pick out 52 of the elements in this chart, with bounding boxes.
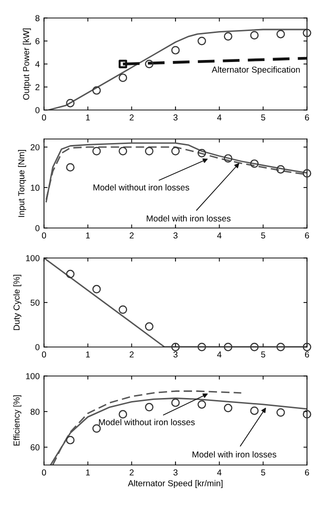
x-tick-label: 3 xyxy=(173,114,178,120)
y-axis-title: Output Power [kW] xyxy=(22,28,31,100)
x-tick-label: 5 xyxy=(261,351,266,358)
x-tick-label: 4 xyxy=(217,232,222,238)
x-tick-label: 3 xyxy=(173,351,178,358)
y-tick-label: 0 xyxy=(35,344,40,350)
y-tick-label: 2 xyxy=(35,84,40,90)
x-tick-label: 4 xyxy=(217,469,222,476)
x-tick-label: 2 xyxy=(130,114,134,120)
x-tick-label: 4 xyxy=(217,114,222,120)
y-tick-label: 50 xyxy=(30,300,40,306)
y-tick-label: 0 xyxy=(35,107,40,114)
annotation: Model without iron losses xyxy=(99,418,195,426)
y-tick-label: 20 xyxy=(30,144,40,150)
x-tick-label: 6 xyxy=(305,351,310,358)
x-tick-label: 6 xyxy=(305,232,310,238)
annotation: Alternator Specification xyxy=(212,66,300,74)
x-tick-label: 6 xyxy=(305,469,310,476)
x-tick-label: 3 xyxy=(173,469,178,476)
x-tick-label: 1 xyxy=(86,469,90,476)
x-tick-label: 2 xyxy=(130,469,134,476)
x-tick-label: 4 xyxy=(217,351,222,358)
x-tick-label: 5 xyxy=(261,114,266,120)
x-tick-label: 3 xyxy=(173,232,178,238)
x-tick-label: 2 xyxy=(130,351,134,358)
y-tick-label: 4 xyxy=(35,61,40,68)
annotation: Model without iron losses xyxy=(93,184,190,190)
x-tick-label: 0 xyxy=(42,351,46,358)
annotation: Model with iron losses xyxy=(192,451,276,458)
y-axis-title: Input Torque [Nm] xyxy=(18,150,26,217)
y-tick-label: 60 xyxy=(30,444,40,450)
y-axis-title: Efficiency [%] xyxy=(13,395,22,446)
y-tick-label: 6 xyxy=(35,38,40,44)
y-axis-title: Duty Cycle [%] xyxy=(13,274,22,330)
x-tick-label: 1 xyxy=(86,232,90,238)
y-tick-label: 80 xyxy=(30,408,40,415)
annotation: Model with iron losses xyxy=(146,215,231,222)
x-tick-label: 2 xyxy=(130,232,134,238)
y-tick-label: 100 xyxy=(26,255,40,262)
x-tick-label: 5 xyxy=(261,469,266,476)
y-tick-label: 0 xyxy=(35,225,40,232)
x-tick-label: 0 xyxy=(42,114,46,120)
x-tick-label: 5 xyxy=(261,232,266,238)
x-tick-label: 0 xyxy=(42,232,46,238)
y-tick-label: 100 xyxy=(26,373,40,380)
y-tick-label: 10 xyxy=(30,184,40,191)
x-tick-label: 1 xyxy=(86,114,90,120)
x-tick-label: 6 xyxy=(305,114,310,120)
x-tick-label: 1 xyxy=(86,351,90,358)
x-tick-label: 0 xyxy=(42,469,46,476)
y-tick-label: 8 xyxy=(35,15,40,22)
x-axis-title: Alternator Speed [kr/min] xyxy=(128,480,223,488)
